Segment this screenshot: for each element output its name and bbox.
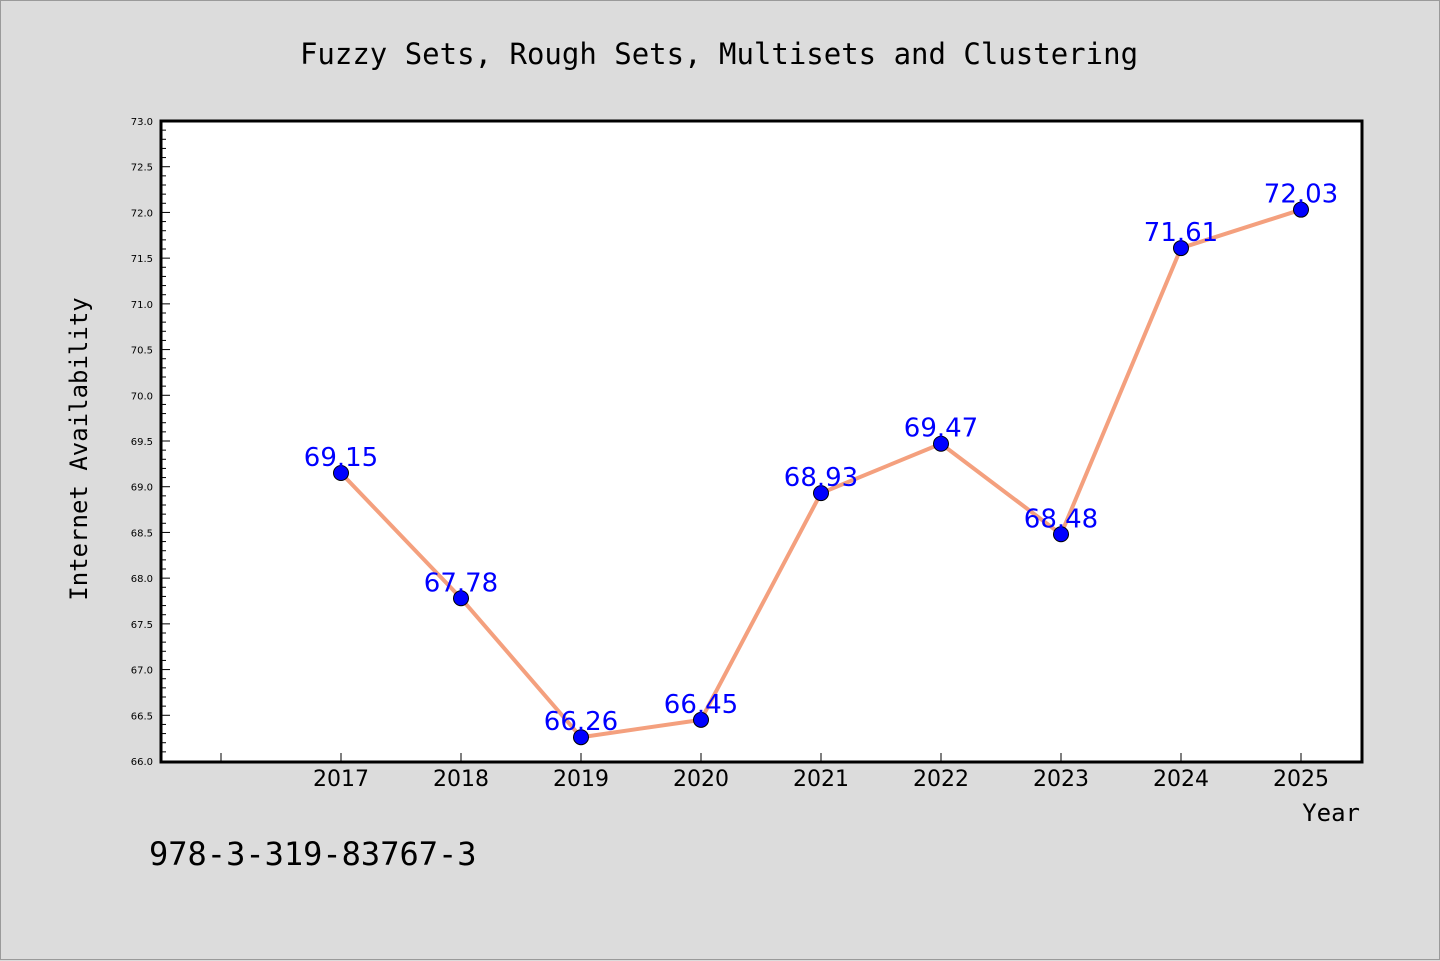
x-tick-label: 2019: [553, 767, 609, 792]
data-value-label: 68.93: [784, 463, 858, 493]
y-tick-label: 66.0: [131, 757, 153, 768]
y-tick-label: 70.5: [131, 346, 153, 357]
data-value-label: 66.45: [664, 690, 738, 720]
data-point-marker: [813, 485, 829, 502]
x-tick-label: 2025: [1273, 767, 1329, 792]
data-point-marker: [1293, 201, 1309, 218]
y-tick-label: 72.5: [131, 163, 153, 174]
plot-area: [159, 119, 1364, 764]
y-tick-label: 68.5: [131, 528, 153, 539]
data-point-marker: [1173, 240, 1189, 257]
y-tick-label: 66.5: [131, 711, 153, 722]
data-point-marker: [333, 465, 349, 481]
y-tick-label: 71.0: [131, 300, 153, 311]
x-tick-label: 2022: [913, 767, 969, 792]
data-point-marker: [573, 729, 589, 746]
data-point-marker: [453, 590, 469, 607]
y-tick-label: 69.0: [131, 483, 153, 494]
data-value-label: 71.61: [1144, 218, 1218, 248]
footnote-isbn: 978-3-319-83767-3: [149, 835, 477, 873]
x-tick-label: 2017: [313, 767, 369, 792]
x-axis-label: Year: [1302, 799, 1360, 827]
data-markers: [333, 201, 1309, 746]
data-labels: 69.15 67.78 66.26 66.45 68.93 69.47 68.48 71.61…: [304, 180, 1338, 738]
x-tick-label: 2024: [1153, 767, 1209, 792]
data-value-label: 68.48: [1024, 504, 1098, 534]
y-tick-label: 67.0: [131, 666, 153, 677]
data-point-marker: [693, 711, 709, 728]
data-value-label: 67.78: [424, 568, 498, 598]
y-tick-label: 69.5: [131, 437, 153, 448]
y-axis-ticks: 66.0 66.5 67.0 67.5 68.0 68.5 69.0 69.5 70.0 70.5…: [131, 117, 170, 768]
x-tick-label: 2020: [673, 767, 729, 792]
data-value-label: 69.47: [904, 414, 978, 444]
y-tick-label: 67.5: [131, 620, 153, 631]
x-tick-label: 2018: [433, 767, 489, 792]
y-tick-label: 71.5: [131, 254, 153, 265]
x-axis-ticks: 2017 2018 2019 2020 2021 2022 2023 2024 2025: [220, 753, 1329, 792]
y-tick-label: 68.0: [131, 574, 153, 585]
x-tick-label: 2023: [1033, 767, 1089, 792]
y-tick-label: 70.0: [131, 391, 153, 402]
data-value-label: 66.26: [544, 707, 618, 737]
data-value-label: 72.03: [1264, 180, 1338, 210]
data-point-marker: [1053, 526, 1069, 543]
y-tick-label: 72.0: [131, 208, 153, 219]
x-tick-label: 2021: [793, 767, 849, 792]
y-tick-label: 73.0: [131, 117, 153, 128]
chart-title: Fuzzy Sets, Rough Sets, Multisets and Cl…: [300, 37, 1138, 71]
y-axis-label: Internet Availability: [65, 297, 93, 600]
data-point-marker: [933, 435, 949, 452]
data-value-label: 69.15: [304, 443, 378, 473]
